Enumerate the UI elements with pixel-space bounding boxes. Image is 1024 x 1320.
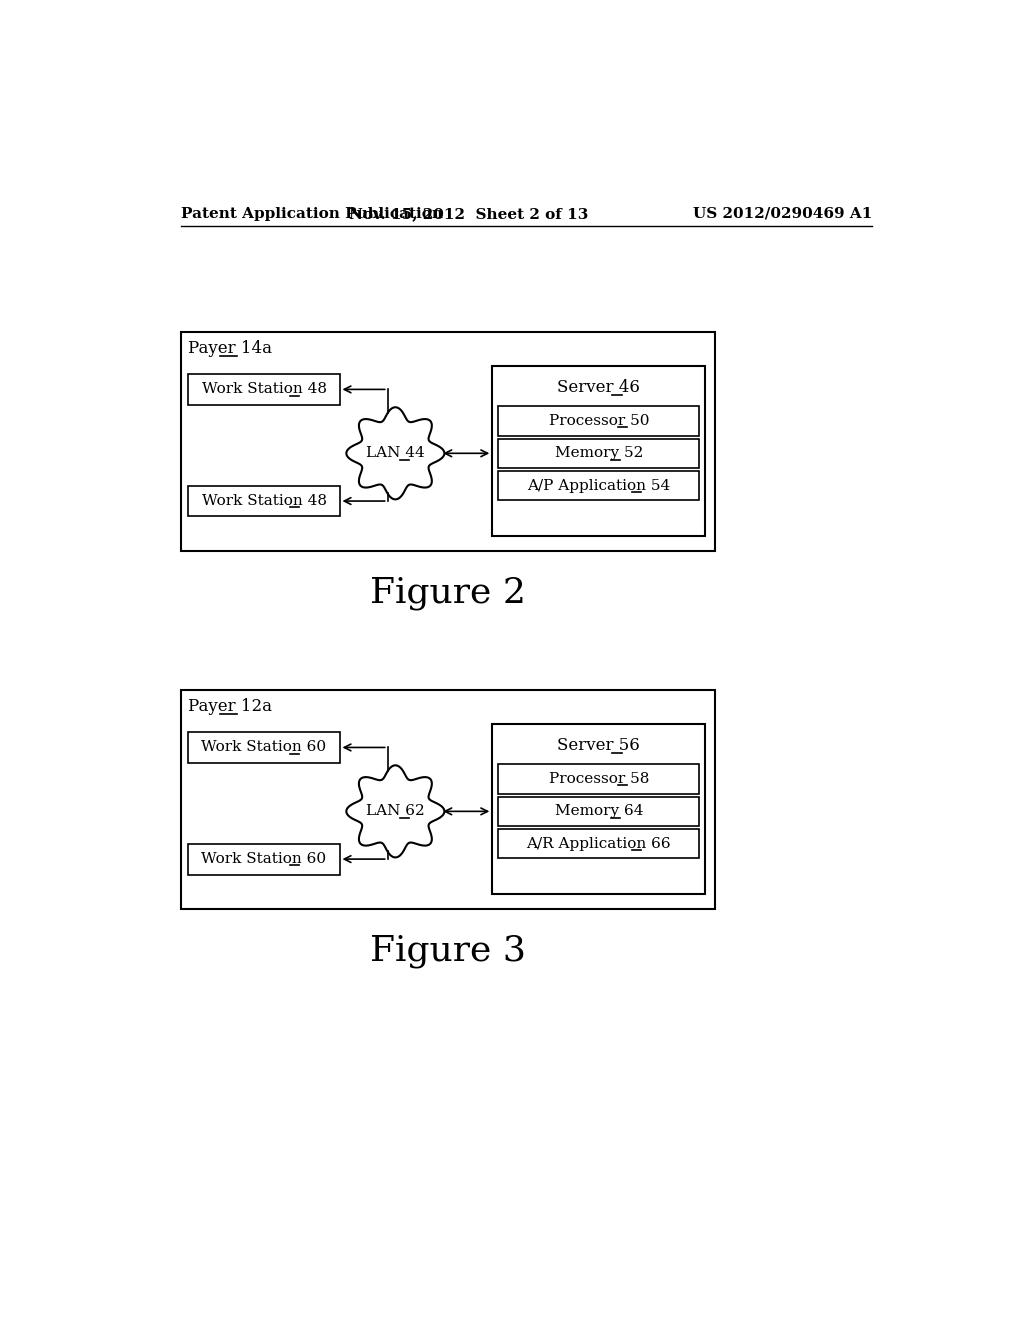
Text: Nov. 15, 2012  Sheet 2 of 13: Nov. 15, 2012 Sheet 2 of 13 xyxy=(349,207,589,220)
Text: Patent Application Publication: Patent Application Publication xyxy=(180,207,442,220)
Bar xyxy=(499,438,699,469)
Text: Work Station 60: Work Station 60 xyxy=(202,741,327,755)
Bar xyxy=(493,725,706,894)
Text: Server 46: Server 46 xyxy=(557,379,640,396)
Bar xyxy=(188,733,340,763)
Text: Server 56: Server 56 xyxy=(557,738,640,755)
Bar xyxy=(499,407,699,436)
Text: Work Station 48: Work Station 48 xyxy=(202,383,327,396)
Text: A/R Application 66: A/R Application 66 xyxy=(526,837,671,850)
Text: Figure 2: Figure 2 xyxy=(370,577,526,610)
Bar xyxy=(188,843,340,875)
Text: A/P Application 54: A/P Application 54 xyxy=(527,479,671,492)
Bar xyxy=(180,331,716,552)
Text: Payer 12a: Payer 12a xyxy=(188,698,272,715)
Text: Processor 58: Processor 58 xyxy=(549,772,649,785)
Bar xyxy=(188,374,340,405)
Text: Payer 14a: Payer 14a xyxy=(188,341,272,358)
Text: Memory 64: Memory 64 xyxy=(555,804,643,818)
Bar xyxy=(188,486,340,516)
Text: Figure 3: Figure 3 xyxy=(370,935,526,969)
Text: Work Station 48: Work Station 48 xyxy=(202,494,327,508)
Bar xyxy=(499,829,699,858)
Text: LAN 62: LAN 62 xyxy=(366,804,425,818)
Bar xyxy=(499,471,699,500)
Bar xyxy=(493,367,706,536)
Bar xyxy=(180,689,716,909)
Text: Work Station 60: Work Station 60 xyxy=(202,853,327,866)
Bar xyxy=(499,764,699,793)
Polygon shape xyxy=(346,408,444,499)
Text: Memory 52: Memory 52 xyxy=(555,446,643,461)
Polygon shape xyxy=(346,766,444,858)
Text: US 2012/0290469 A1: US 2012/0290469 A1 xyxy=(692,207,872,220)
Bar xyxy=(499,797,699,826)
Text: LAN 44: LAN 44 xyxy=(366,446,425,461)
Text: Processor 50: Processor 50 xyxy=(549,414,649,428)
